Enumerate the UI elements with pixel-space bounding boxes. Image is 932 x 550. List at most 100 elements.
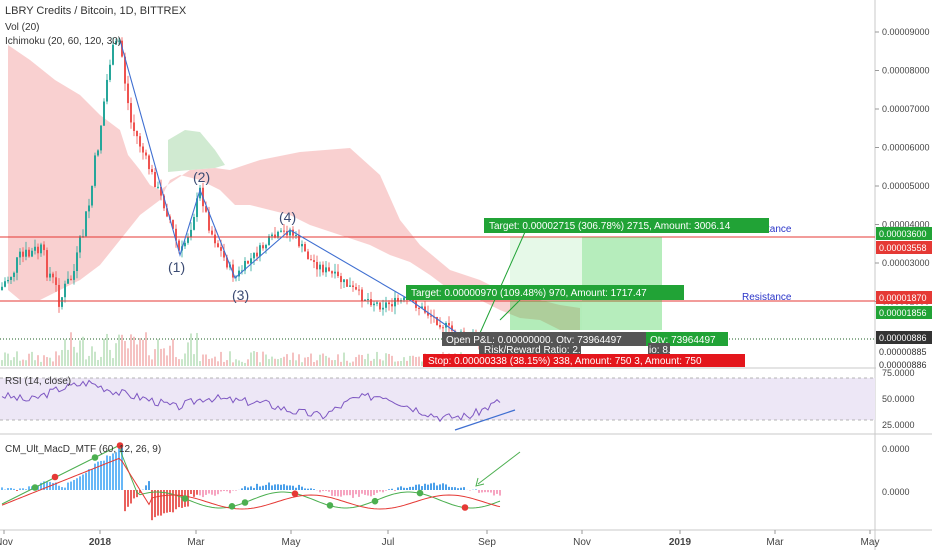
macd-histogram-bar xyxy=(328,490,330,492)
candle-body xyxy=(388,302,390,305)
macd-histogram-bar xyxy=(76,478,78,490)
macd-histogram-bar xyxy=(334,490,336,497)
cloud-bullish xyxy=(168,130,225,172)
macd-annotation-arrow[interactable] xyxy=(477,451,521,485)
candle-body xyxy=(364,299,366,301)
macd-histogram-bar xyxy=(391,488,393,490)
candle-body xyxy=(16,257,18,273)
target-connector-1 xyxy=(479,231,526,334)
volume-bar xyxy=(118,334,120,366)
macd-histogram-bar xyxy=(439,484,441,490)
macd-histogram-bar xyxy=(301,486,303,490)
volume-bar xyxy=(295,360,297,366)
macd-histogram-bar xyxy=(196,490,198,495)
target-connector-2 xyxy=(499,299,521,321)
macd-histogram-bar xyxy=(1,487,3,490)
qty-box[interactable] xyxy=(646,332,728,346)
macd-cross-dot xyxy=(228,503,236,510)
volume-bar xyxy=(124,341,126,366)
candle-body xyxy=(76,252,78,272)
price-badge xyxy=(876,241,932,254)
candle-body xyxy=(151,169,153,173)
rr-box[interactable] xyxy=(479,343,581,355)
target-zone-1[interactable] xyxy=(582,237,662,330)
macd-histogram-bar xyxy=(16,490,18,492)
candle-body xyxy=(349,285,351,287)
candle-body xyxy=(322,264,324,273)
volume-bar xyxy=(247,359,249,366)
macd-histogram-bar xyxy=(367,490,369,496)
candle-body xyxy=(430,315,432,317)
volume-bar xyxy=(133,336,135,366)
macd-histogram-bar xyxy=(406,487,408,490)
candle-body xyxy=(427,312,429,316)
price-axis-label: 0.00007000 xyxy=(882,104,930,114)
open-pl-label: Open P&L: 0.00000000, Qty: 73964497 xyxy=(446,335,622,346)
macd-cross-dots xyxy=(31,442,469,511)
volume-bar xyxy=(235,359,237,366)
stop-box[interactable] xyxy=(423,354,745,367)
volume-bar xyxy=(160,348,162,366)
macd-histogram-bar xyxy=(163,490,165,514)
candle-body xyxy=(70,278,72,280)
target-zone-2[interactable] xyxy=(510,301,582,330)
macd-histogram-bar xyxy=(286,485,288,490)
candle-body xyxy=(403,297,405,301)
time-axis-label: May xyxy=(861,537,880,548)
volume-bar xyxy=(292,352,294,366)
price-axis-label: 0.00005000 xyxy=(882,181,930,191)
volume-bar xyxy=(64,339,66,366)
macd-histogram-bar xyxy=(481,490,483,493)
target-2-label-bg[interactable] xyxy=(406,285,684,300)
volume-bar xyxy=(10,360,12,366)
candle-body xyxy=(226,257,228,268)
rsi-label: RSI (14, close) xyxy=(5,376,71,387)
time-axis[interactable]: Nov 2018 Mar May Jul Sep Nov 2019 Mar May xyxy=(0,530,879,548)
open-pl-box[interactable] xyxy=(442,332,646,346)
rr2-box[interactable] xyxy=(648,343,670,355)
macd-histogram-bar xyxy=(292,485,294,490)
wave-label-4: (4) xyxy=(279,209,296,225)
candle-body xyxy=(49,273,51,278)
candle-body xyxy=(421,306,423,309)
candle-body xyxy=(259,245,261,257)
macd-histogram-bar xyxy=(376,490,378,493)
candle-body xyxy=(142,146,144,153)
macd-histogram-bar xyxy=(199,490,201,496)
volume-bar xyxy=(421,361,423,366)
volume-bar xyxy=(76,352,78,366)
macd-histogram-bar xyxy=(346,490,348,496)
candle-body xyxy=(154,172,156,188)
macd-histogram-bar xyxy=(115,452,117,490)
candle-body xyxy=(301,244,303,247)
candle-body xyxy=(157,186,159,188)
candle-body xyxy=(118,40,120,42)
macd-histogram-bar xyxy=(271,485,273,490)
price-axis-label: 0.00004000 xyxy=(882,220,930,230)
macd-histogram-bar xyxy=(166,490,168,513)
price-axis[interactable]: 0.00009000 0.00008000 0.00007000 0.00006000… xyxy=(875,27,930,307)
volume-bar xyxy=(391,355,393,366)
volume-bar xyxy=(280,358,282,366)
candle-body xyxy=(376,302,378,304)
price-badge-text: 0.00000886 xyxy=(879,333,927,343)
rsi-divergence-line[interactable] xyxy=(454,409,516,431)
candle-body xyxy=(271,234,273,237)
candle-body xyxy=(190,229,192,238)
candle-body xyxy=(109,64,111,80)
macd-histogram-bar xyxy=(382,490,384,493)
volume-bar xyxy=(52,361,54,366)
volume-bar xyxy=(28,353,30,366)
volume-bar xyxy=(187,342,189,366)
volume-bar xyxy=(322,353,324,366)
macd-histogram-bar xyxy=(208,490,210,494)
candle-body xyxy=(133,122,135,131)
macd-histogram-bar xyxy=(85,472,87,490)
macd-histogram-bar xyxy=(319,490,321,493)
target-1-label-bg[interactable] xyxy=(484,218,769,233)
macd-histogram-bar xyxy=(433,482,435,490)
volume-bar xyxy=(307,357,309,366)
rr-label: Risk/Reward Ratio: 2.87 xyxy=(484,345,592,356)
candle-body xyxy=(145,152,147,156)
